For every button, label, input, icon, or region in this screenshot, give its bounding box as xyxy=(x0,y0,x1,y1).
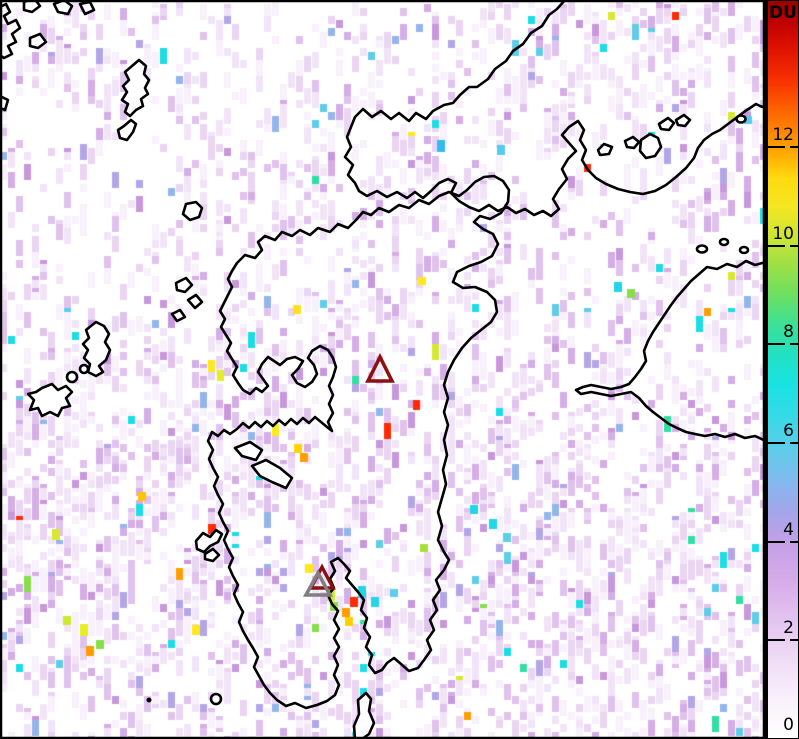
colorbar-tick-mark xyxy=(768,146,785,148)
colorbar-tick-mark xyxy=(768,639,785,641)
colorbar-unit-label: DU xyxy=(769,3,797,23)
colorbar-tick-label: 12 xyxy=(772,125,794,145)
colorbar-tick-mark xyxy=(790,639,798,641)
heatmap-canvas xyxy=(0,0,765,739)
colorbar-tick-mark xyxy=(768,245,785,247)
map-area xyxy=(0,0,765,739)
colorbar-tick-mark xyxy=(790,442,798,444)
colorbar-tick-label: 0 xyxy=(783,715,794,735)
colorbar-tick-mark xyxy=(790,146,798,148)
colorbar-tick-label: 2 xyxy=(783,618,794,638)
colorbar-tick-label: 6 xyxy=(783,421,794,441)
colorbar-gradient xyxy=(768,1,798,738)
colorbar-tick-mark xyxy=(790,541,798,543)
colorbar-tick-label: 4 xyxy=(783,520,794,540)
colorbar-tick-mark xyxy=(768,541,785,543)
colorbar-tick-label: 8 xyxy=(783,322,794,342)
colorbar-tick-mark xyxy=(768,442,785,444)
colorbar-tick-mark xyxy=(790,245,798,247)
colorbar-tick-label: 10 xyxy=(772,224,794,244)
colorbar-tick-mark xyxy=(768,343,785,345)
colorbar: DU 12 10 8 6 4 2 0 xyxy=(765,0,799,739)
colorbar-tick-mark xyxy=(790,343,798,345)
